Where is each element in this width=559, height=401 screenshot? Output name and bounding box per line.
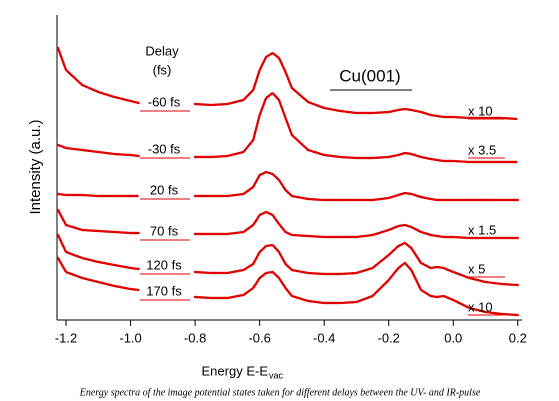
spectrum <box>193 91 519 164</box>
x-tick-label: -0.8 <box>184 330 206 345</box>
x-tick-label: -1.2 <box>55 330 77 345</box>
legend-subtitle: (fs) <box>153 62 172 77</box>
spectrum <box>193 170 519 202</box>
x-tick-label: -0.2 <box>378 330 400 345</box>
x-tick-label: 0.0 <box>444 330 462 345</box>
spectrum <box>56 233 140 271</box>
delay-label: 170 fs <box>146 283 182 298</box>
delay-label: 120 fs <box>146 257 182 272</box>
scale-factor: x 1.5 <box>468 222 496 237</box>
spectrum <box>193 241 519 287</box>
legend-title: Delay <box>145 43 179 58</box>
scale-factor: x 10 <box>468 103 493 118</box>
spectrum <box>56 208 140 235</box>
x-axis-label: Energy E-E <box>202 363 269 378</box>
sample-label: Cu(001) <box>339 66 400 85</box>
spectrum <box>56 192 140 198</box>
x-tick-label: -1.0 <box>119 330 141 345</box>
x-tick-label: -0.4 <box>313 330 335 345</box>
caption: Energy spectra of the image potential st… <box>79 387 481 398</box>
delay-label: -30 fs <box>148 141 181 156</box>
spectrum <box>193 261 519 317</box>
spectrum <box>193 210 519 240</box>
delay-label: 20 fs <box>150 182 179 197</box>
spectrum <box>56 46 140 105</box>
scale-factor: x 10 <box>468 299 493 314</box>
delay-label: -60 fs <box>148 94 181 109</box>
x-tick-label: 0.2 <box>509 330 527 345</box>
delay-label: 70 fs <box>150 223 179 238</box>
spectrum <box>56 143 140 158</box>
scale-factor: x 3.5 <box>468 142 496 157</box>
y-axis-label: Intensity (a.u.) <box>27 119 44 214</box>
spectrum <box>56 256 140 292</box>
spectrum <box>193 51 519 121</box>
x-tick-label: -0.6 <box>248 330 270 345</box>
scale-factor: x 5 <box>468 261 485 276</box>
x-axis-label-sub: vac <box>269 370 284 380</box>
